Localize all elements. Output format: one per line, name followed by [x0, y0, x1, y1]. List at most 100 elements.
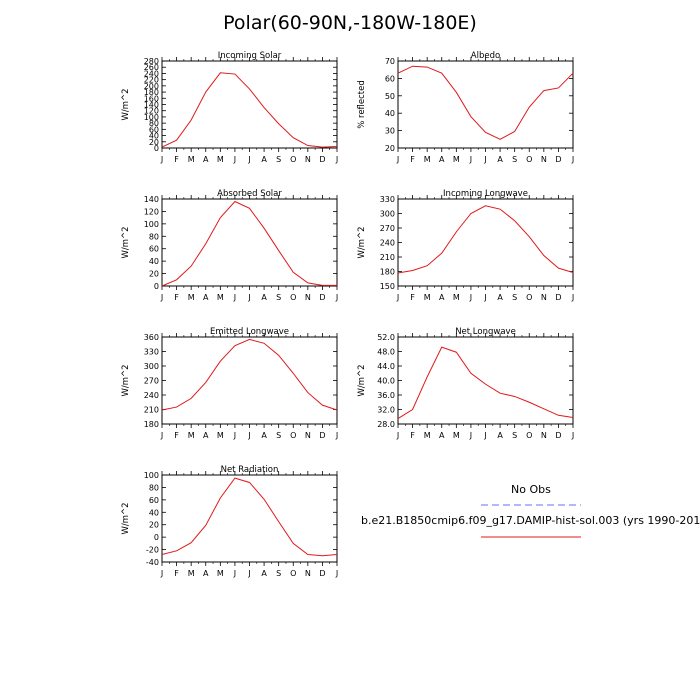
absorbed-solar-xtick-label: A: [261, 293, 267, 302]
absorbed-solar-xtick-label: D: [319, 293, 325, 302]
albedo-xtick-label: O: [526, 155, 532, 164]
net-radiation-ytick-label: 100: [144, 471, 159, 480]
incoming-solar-xtick-label: J: [247, 155, 250, 164]
emitted-longwave-ytick-label: 180: [144, 420, 159, 429]
emitted-longwave-ylabel: W/m^2: [121, 364, 131, 396]
incoming-longwave-xtick-label: F: [410, 293, 415, 302]
emitted-longwave-xtick-label: J: [160, 431, 163, 440]
incoming-solar-ylabel: W/m^2: [121, 88, 131, 120]
albedo-ytick-label: 40: [385, 109, 395, 118]
incoming-solar-ytick-label: 280: [144, 57, 159, 66]
emitted-longwave-xtick-label: A: [261, 431, 267, 440]
net-radiation-ylabel: W/m^2: [121, 502, 131, 534]
albedo-xtick-label: A: [497, 155, 503, 164]
absorbed-solar-xtick-label: A: [203, 293, 209, 302]
incoming-solar-xtick-label: F: [174, 155, 179, 164]
incoming-longwave-xtick-label: J: [396, 293, 399, 302]
incoming-longwave-xtick-label: N: [541, 293, 547, 302]
net-longwave-ylabel: W/m^2: [357, 364, 367, 396]
net-longwave-xtick-label: J: [396, 431, 399, 440]
net-longwave-xtick-label: N: [541, 431, 547, 440]
incoming-longwave-xtick-label: J: [483, 293, 486, 302]
emitted-longwave-title: Emitted Longwave: [210, 327, 289, 337]
incoming-solar-xtick-label: J: [160, 155, 163, 164]
absorbed-solar-series-line: [161, 200, 337, 287]
emitted-longwave-xtick-label: D: [319, 431, 325, 440]
absorbed-solar-xtick-label: J: [160, 293, 163, 302]
incoming-solar-xtick-label: M: [188, 155, 195, 164]
net-radiation-title: Net Radiation: [221, 465, 279, 475]
net-radiation-ytick-label: 60: [149, 496, 159, 505]
absorbed-solar-xtick-label: M: [188, 293, 195, 302]
incoming-solar-xtick-label: N: [305, 155, 311, 164]
incoming-solar-ytick-label: 240: [144, 69, 159, 78]
net-radiation-xtick-label: S: [276, 569, 281, 578]
albedo-title: Albedo: [471, 51, 500, 61]
net-longwave-xtick-label: M: [453, 431, 460, 440]
incoming-solar-title: Incoming Solar: [218, 51, 282, 61]
incoming-solar-xtick-label: A: [203, 155, 209, 164]
net-longwave-ytick-label: 48.0: [377, 348, 395, 357]
net-longwave-xtick-label: S: [512, 431, 517, 440]
emitted-longwave-ytick-label: 210: [144, 406, 159, 415]
panel-incoming-longwave: Incoming Longwave W/m^2 150 180 210 240 270 300…: [357, 189, 574, 302]
net-radiation-xtick-label: N: [305, 569, 311, 578]
net-radiation-plot-frame: [161, 474, 338, 563]
emitted-longwave-ytick-label: 360: [144, 333, 159, 342]
albedo-ytick-label: 70: [385, 57, 395, 66]
albedo-xtick-label: N: [541, 155, 547, 164]
net-radiation-ytick-label: 40: [149, 508, 159, 517]
legend-model-label: b.e21.B1850cmip6.f09_g17.DAMIP-hist-sol.…: [361, 514, 700, 527]
panel-incoming-solar: Incoming Solar W/m^2 020406080100120140160…: [121, 51, 338, 164]
incoming-solar-ytick-label: 220: [144, 76, 159, 85]
incoming-longwave-xtick-label: S: [512, 293, 517, 302]
net-radiation-xtick-label: O: [290, 569, 296, 578]
albedo-ylabel: % reflected: [357, 80, 367, 129]
incoming-longwave-xtick-label: M: [424, 293, 431, 302]
absorbed-solar-xtick-label: J: [247, 293, 250, 302]
emitted-longwave-series-line: [161, 338, 338, 411]
albedo-xtick-label: J: [396, 155, 399, 164]
incoming-longwave-xtick-label: J: [469, 293, 472, 302]
emitted-longwave-xtick-label: N: [305, 431, 311, 440]
incoming-solar-ytick-label: 60: [149, 125, 159, 134]
absorbed-solar-ytick-label: 40: [149, 257, 159, 266]
incoming-solar-ytick-label: 160: [144, 94, 159, 103]
absorbed-solar-ytick-label: 0: [154, 282, 159, 291]
net-longwave-ytick-label: 28.0: [377, 420, 395, 429]
emitted-longwave-xtick-label: F: [174, 431, 179, 440]
incoming-longwave-title: Incoming Longwave: [443, 189, 528, 199]
net-longwave-xtick-label: D: [555, 431, 561, 440]
incoming-solar-ytick-label: 140: [144, 101, 159, 110]
emitted-longwave-xtick-label: S: [276, 431, 281, 440]
incoming-solar-ytick-label: 0: [154, 144, 159, 153]
absorbed-solar-plot-frame: [161, 198, 338, 287]
absorbed-solar-ytick-label: 140: [144, 195, 159, 204]
net-longwave-ytick-label: 44.0: [377, 362, 395, 371]
absorbed-solar-ytick-label: 60: [149, 245, 159, 254]
emitted-longwave-ytick-label: 330: [144, 348, 159, 357]
incoming-longwave-ytick-label: 210: [380, 253, 395, 262]
net-longwave-ytick-label: 36.0: [377, 391, 395, 400]
net-radiation-xtick-label: J: [233, 569, 236, 578]
net-radiation-ytick-label: 20: [149, 521, 159, 530]
emitted-longwave-ytick-label: 240: [144, 391, 159, 400]
albedo-xtick-label: J: [483, 155, 486, 164]
emitted-longwave-xtick-label: M: [217, 431, 224, 440]
panel-net-longwave: Net Longwave W/m^2 28.0 32.0 36.0 40.0 44.0 48.…: [357, 327, 574, 440]
net-radiation-xtick-label: D: [319, 569, 325, 578]
net-longwave-xtick-label: J: [469, 431, 472, 440]
incoming-solar-xtick-label: S: [276, 155, 281, 164]
albedo-xtick-label: M: [424, 155, 431, 164]
incoming-longwave-ytick-label: 270: [380, 224, 395, 233]
albedo-xtick-label: A: [439, 155, 445, 164]
incoming-longwave-ytick-label: 240: [380, 239, 395, 248]
net-radiation-series-line: [161, 477, 338, 557]
albedo-ytick-label: 60: [385, 74, 395, 83]
incoming-longwave-xtick-label: A: [497, 293, 503, 302]
net-radiation-xtick-label: M: [188, 569, 195, 578]
absorbed-solar-xtick-label: N: [305, 293, 311, 302]
incoming-longwave-ylabel: W/m^2: [357, 226, 367, 258]
incoming-solar-ytick-label: 260: [144, 63, 159, 72]
